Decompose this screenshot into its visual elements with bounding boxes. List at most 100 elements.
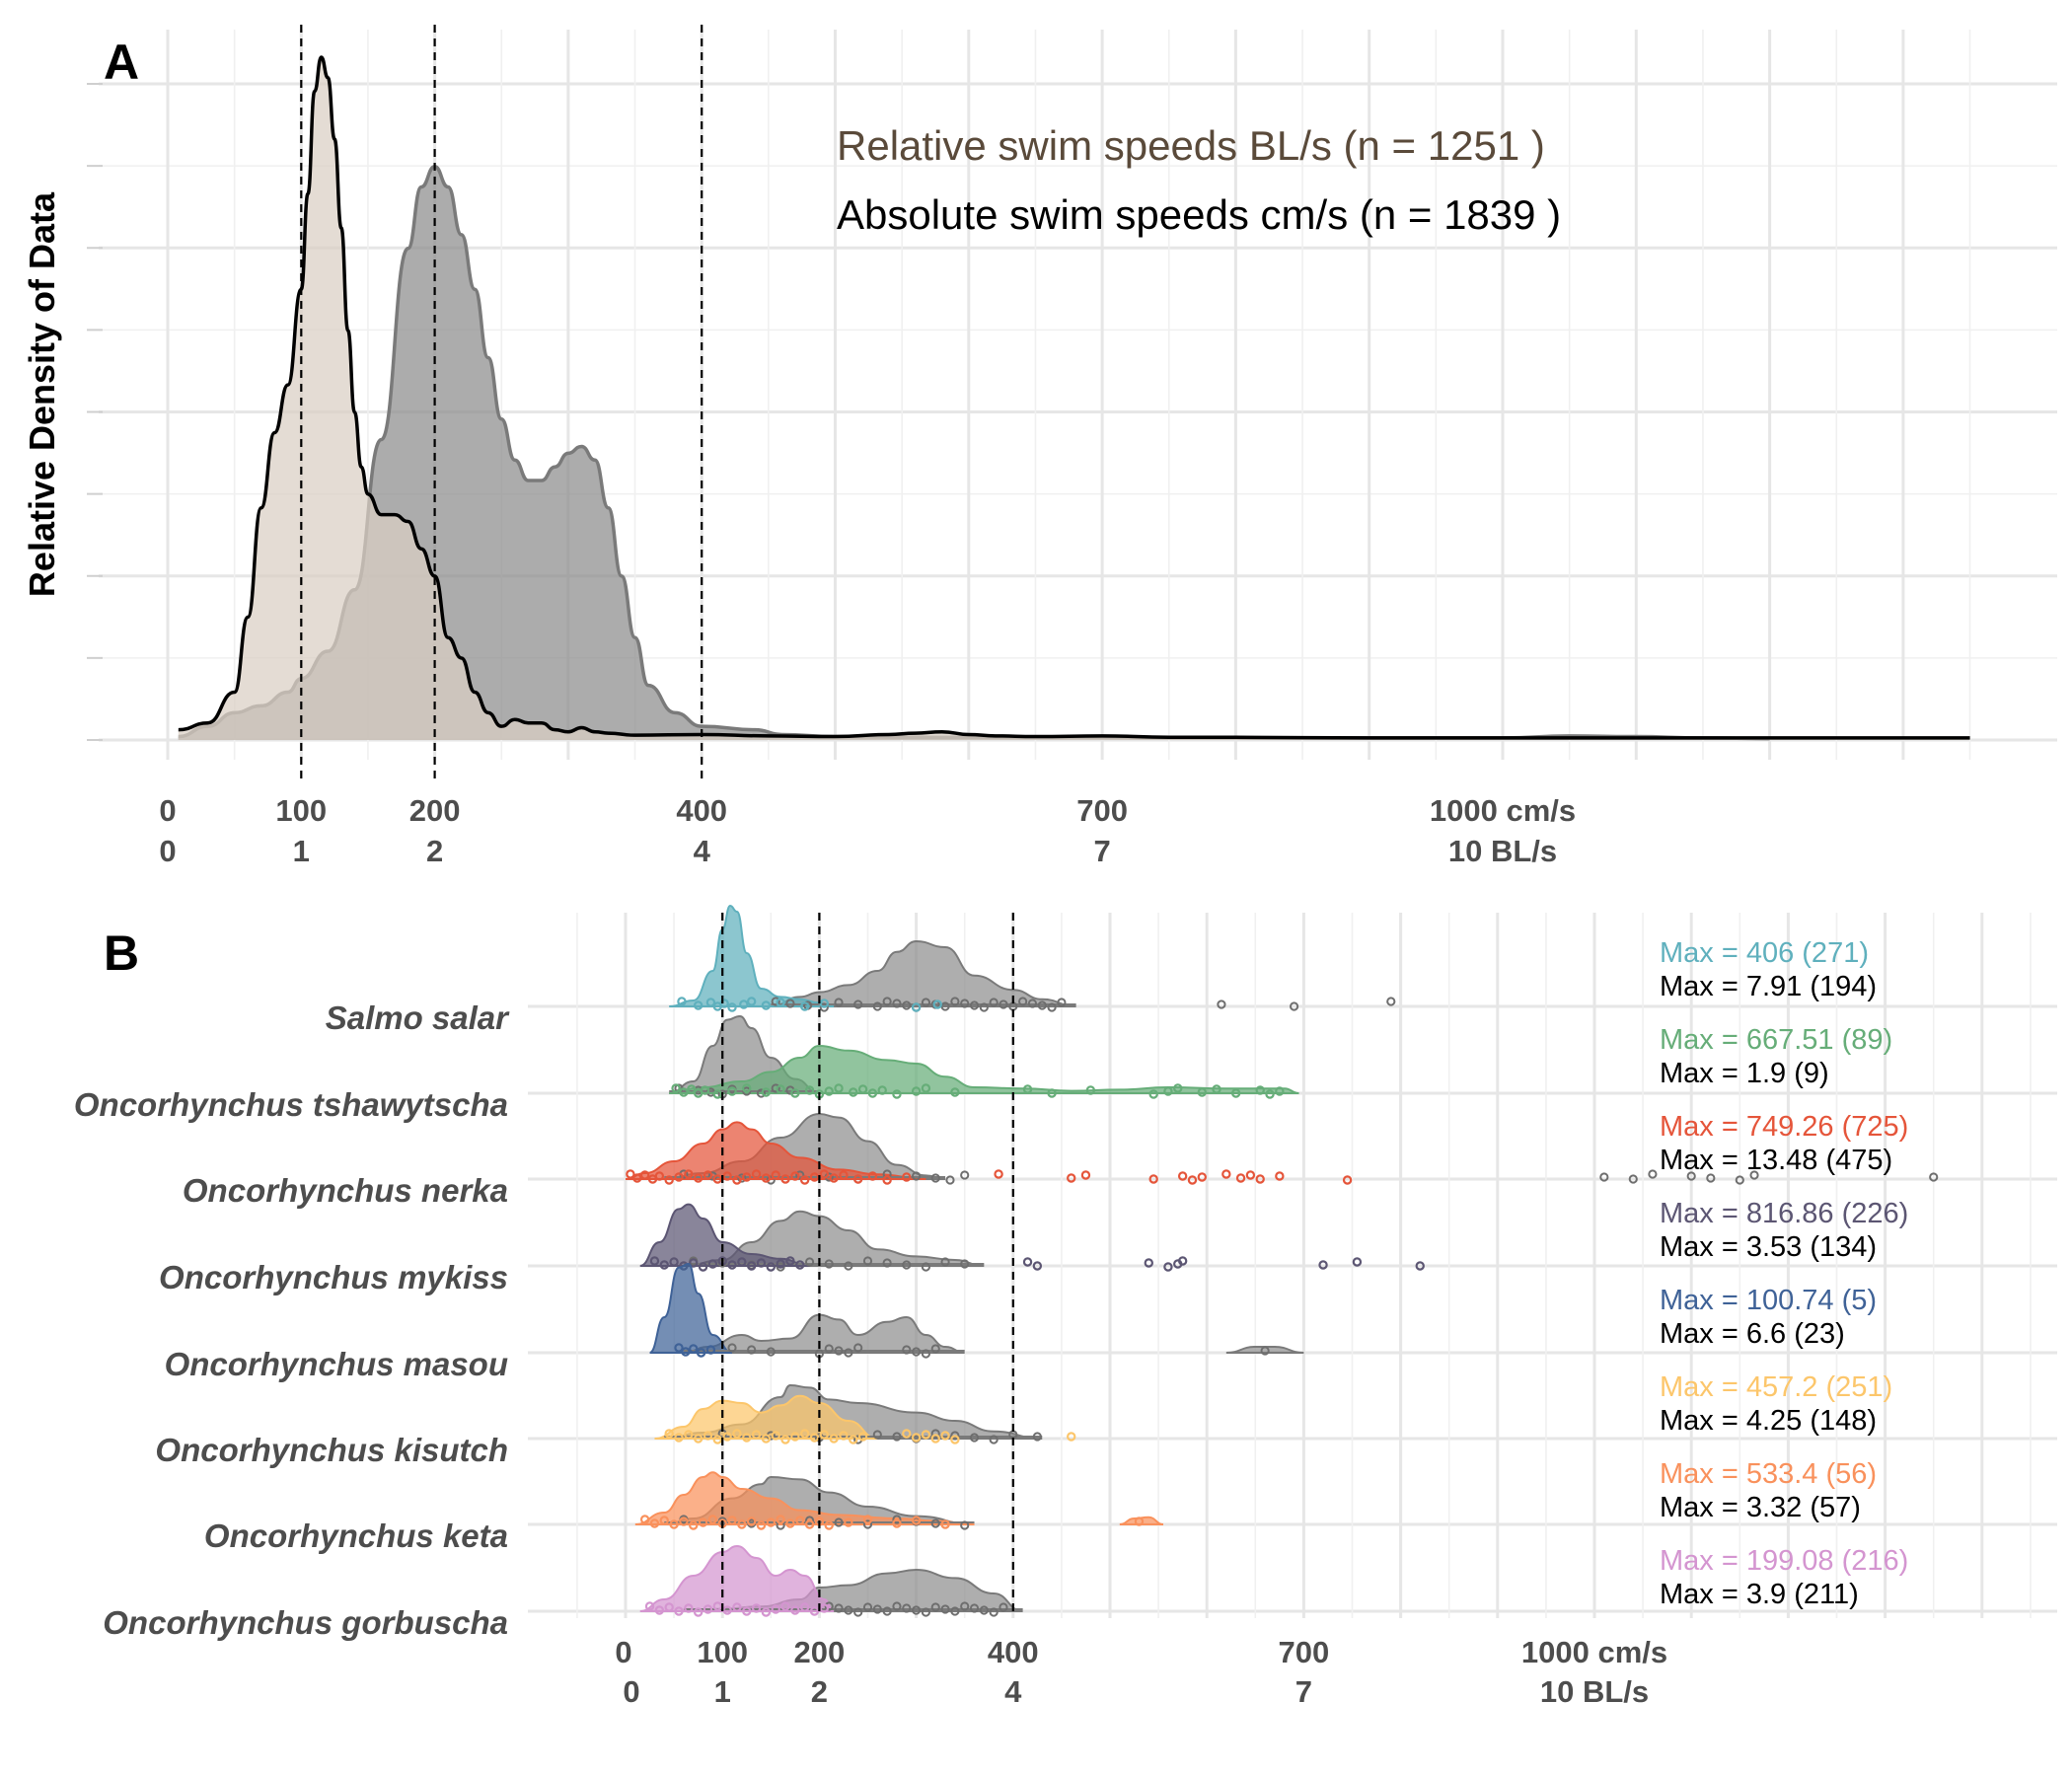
absolute-point	[804, 1519, 815, 1529]
panel-b-tick-cm: 400	[988, 1635, 1039, 1669]
absolute-point	[751, 1169, 762, 1179]
panel-b-tick-cm: 200	[794, 1635, 846, 1669]
absolute-point	[742, 1172, 752, 1182]
absolute-point	[1080, 1170, 1091, 1180]
absolute-point	[746, 1261, 757, 1271]
absolute-point	[902, 1172, 912, 1182]
absolute-point	[639, 1515, 650, 1524]
absolute-point	[649, 1256, 660, 1266]
panel-b-tick-cm: 1000 cm/s	[1521, 1635, 1667, 1669]
relative-point	[902, 1260, 912, 1270]
panel-a-tick-bl: 4	[694, 834, 711, 868]
max-cm-label: Max = 533.4 (56)	[1660, 1458, 1877, 1490]
absolute-point	[902, 1429, 912, 1439]
absolute-point	[712, 1601, 722, 1611]
absolute-point	[689, 1258, 699, 1268]
absolute-point	[799, 1429, 810, 1439]
relative-point	[882, 1169, 892, 1179]
absolute-point	[722, 1605, 732, 1615]
max-bl-label: Max = 1.9 (9)	[1660, 1058, 1829, 1089]
relative-point	[824, 1601, 834, 1611]
panel-b-reference-lines	[721, 913, 1014, 1613]
absolute-point	[776, 1515, 785, 1524]
annotation-relative: Relative swim speeds BL/s (n = 1251 )	[837, 122, 1545, 169]
relative-point	[930, 1518, 940, 1528]
max-cm-label: Max = 199.08 (216)	[1660, 1545, 1908, 1577]
absolute-point	[911, 1086, 922, 1096]
relative-point	[1735, 1175, 1744, 1185]
absolute-point	[669, 1257, 679, 1267]
absolute-point	[639, 1170, 650, 1180]
relative-point	[989, 1607, 999, 1617]
panel-a-label: A	[104, 35, 139, 90]
annotation-absolute: Absolute swim speeds cm/s (n = 1839 )	[837, 191, 1561, 238]
relative-point	[834, 1603, 844, 1613]
relative-point	[819, 1002, 829, 1012]
absolute-ridge	[649, 1262, 733, 1354]
absolute-point	[785, 1256, 795, 1266]
absolute-point	[712, 1435, 722, 1444]
absolute-point	[790, 1088, 800, 1098]
absolute-point	[839, 1170, 849, 1180]
species-ridge	[669, 1014, 1299, 1099]
absolute-point	[677, 997, 687, 1006]
absolute-point	[698, 1517, 708, 1527]
absolute-point	[950, 1087, 960, 1097]
absolute-point	[1148, 1174, 1158, 1184]
absolute-point	[696, 1348, 706, 1358]
species-label: Oncorhynchus masou	[165, 1346, 508, 1382]
panel-b: B Salmo salar Oncorhynchus tshawytscha Onc…	[74, 904, 2057, 1709]
absolute-point	[659, 1260, 669, 1270]
absolute-point	[1255, 1174, 1265, 1184]
relative-point	[979, 1002, 989, 1012]
relative-point	[804, 1516, 815, 1525]
relative-point	[930, 1173, 940, 1183]
panel-b-max-labels: Max = 406 (271)Max = 7.91 (194) Max = 667…	[1660, 937, 1908, 1610]
absolute-point	[727, 1002, 737, 1012]
absolute-point	[751, 1603, 762, 1613]
panel-a-tick-cm: 700	[1076, 793, 1128, 828]
absolute-point	[849, 1435, 858, 1444]
max-bl-label: Max = 13.48 (475)	[1660, 1145, 1892, 1176]
relative-point	[940, 1257, 950, 1267]
max-bl-label: Max = 3.32 (57)	[1660, 1492, 1861, 1523]
absolute-density-line	[178, 55, 1970, 740]
absolute-point	[1245, 1170, 1256, 1180]
panel-b-tick-bl: 1	[714, 1674, 731, 1709]
absolute-point	[824, 1086, 834, 1096]
absolute-point	[649, 1518, 660, 1528]
relative-point	[1929, 1172, 1939, 1182]
absolute-point	[911, 1516, 922, 1525]
absolute-point	[834, 1083, 844, 1093]
relative-point	[1032, 1432, 1042, 1442]
relative-point	[1018, 997, 1028, 1006]
relative-point	[1027, 999, 1038, 1008]
panel-a-tick-bl: 2	[426, 834, 443, 868]
relative-point	[834, 998, 844, 1007]
absolute-point	[780, 1601, 790, 1611]
absolute-point	[1134, 1517, 1145, 1526]
absolute-point	[719, 999, 729, 1008]
absolute-point	[681, 1347, 691, 1357]
relative-point	[1037, 1000, 1047, 1010]
relative-point	[771, 1083, 780, 1093]
max-cm-label: Max = 406 (271)	[1660, 937, 1869, 969]
panel-b-ridges	[625, 904, 1939, 1617]
max-bl-label: Max = 3.9 (211)	[1660, 1579, 1859, 1610]
absolute-point	[684, 1169, 694, 1179]
absolute-point	[756, 1520, 767, 1530]
relative-point	[921, 1262, 931, 1272]
relative-point	[785, 999, 795, 1008]
absolute-point	[679, 1517, 689, 1526]
absolute-point	[1177, 1171, 1188, 1181]
absolute-point	[1275, 1086, 1285, 1096]
relative-density-area	[178, 166, 1770, 741]
absolute-point	[761, 1000, 772, 1010]
absolute-point	[671, 1083, 681, 1093]
absolute-point	[1022, 1084, 1033, 1094]
absolute-point	[862, 1515, 873, 1524]
absolute-point	[712, 1089, 722, 1099]
relative-point	[834, 1346, 844, 1356]
absolute-point	[932, 999, 942, 1009]
absolute-point	[921, 1083, 931, 1093]
